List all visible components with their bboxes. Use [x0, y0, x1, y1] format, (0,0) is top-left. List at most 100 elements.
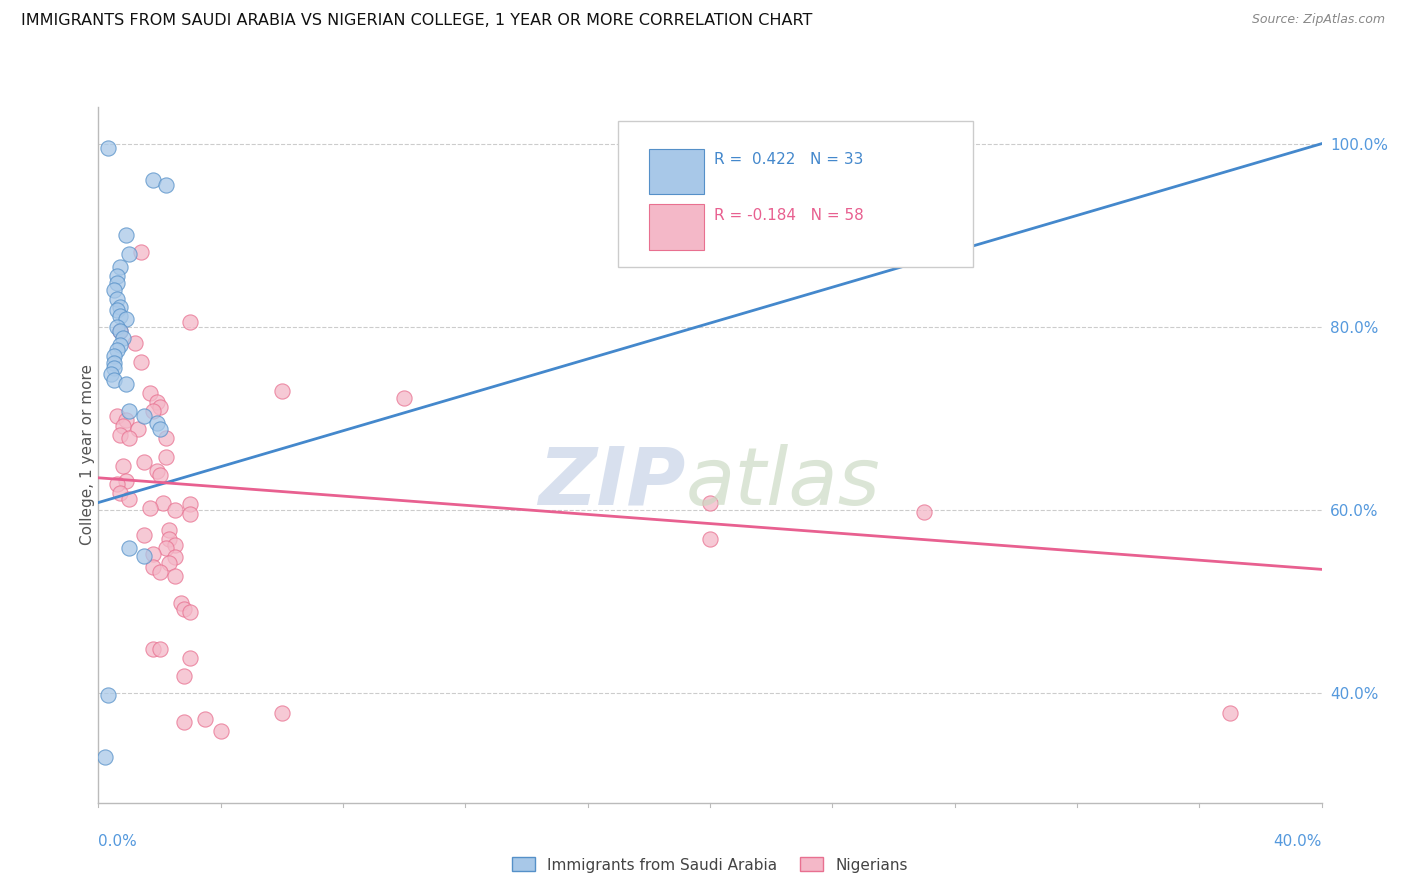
Point [105, 409, 128, 424]
Point [149, 565, 172, 579]
Point [392, 391, 416, 405]
Point [149, 401, 172, 415]
FancyBboxPatch shape [650, 204, 704, 250]
Point [115, 312, 138, 326]
Text: atlas: atlas [686, 443, 880, 522]
Point [173, 601, 195, 615]
Point [699, 532, 721, 546]
Point [111, 458, 134, 473]
Point [115, 228, 138, 243]
Point [142, 642, 165, 657]
Point [103, 356, 125, 370]
Point [134, 549, 156, 563]
Legend: Immigrants from Saudi Arabia, Nigerians: Immigrants from Saudi Arabia, Nigerians [506, 851, 914, 879]
Point [108, 486, 131, 500]
Point [115, 413, 138, 427]
Point [149, 642, 172, 657]
Point [170, 596, 193, 610]
Point [173, 715, 195, 730]
Point [118, 541, 141, 556]
FancyBboxPatch shape [619, 121, 973, 267]
Point [105, 319, 128, 334]
Point [157, 532, 180, 546]
Point [142, 173, 165, 187]
Point [270, 384, 292, 398]
Y-axis label: College, 1 year or more: College, 1 year or more [80, 365, 94, 545]
Text: IMMIGRANTS FROM SAUDI ARABIA VS NIGERIAN COLLEGE, 1 YEAR OR MORE CORRELATION CHA: IMMIGRANTS FROM SAUDI ARABIA VS NIGERIAN… [21, 13, 813, 29]
Point [105, 343, 128, 357]
Point [145, 464, 167, 478]
Point [139, 501, 162, 516]
Point [129, 244, 152, 259]
Point [155, 432, 177, 446]
Point [97, 688, 120, 702]
Point [142, 559, 165, 574]
Point [145, 416, 167, 430]
Point [155, 450, 177, 464]
Point [105, 293, 128, 307]
Point [134, 528, 156, 542]
Text: R = -0.184   N = 58: R = -0.184 N = 58 [714, 208, 863, 223]
Point [179, 508, 201, 522]
Point [134, 455, 156, 469]
Point [115, 474, 138, 488]
Point [97, 141, 120, 155]
Point [209, 724, 232, 739]
Point [118, 491, 141, 506]
Point [157, 523, 180, 537]
Point [103, 373, 125, 387]
Point [111, 331, 134, 345]
Point [108, 324, 131, 338]
Point [108, 427, 131, 442]
Point [270, 706, 292, 720]
Point [142, 404, 165, 418]
Point [149, 468, 172, 483]
Point [179, 315, 201, 329]
Point [134, 409, 156, 424]
Point [163, 550, 186, 565]
Point [93, 750, 115, 764]
Point [179, 497, 201, 511]
Point [100, 368, 122, 382]
FancyBboxPatch shape [650, 149, 704, 194]
Point [108, 338, 131, 352]
Text: Source: ZipAtlas.com: Source: ZipAtlas.com [1251, 13, 1385, 27]
Point [163, 503, 186, 517]
Point [173, 669, 195, 683]
Point [1219, 706, 1241, 720]
Point [108, 309, 131, 323]
Point [108, 300, 131, 314]
Point [115, 376, 138, 391]
Point [912, 505, 935, 519]
Point [105, 477, 128, 491]
Point [118, 404, 141, 418]
Text: R =  0.422   N = 33: R = 0.422 N = 33 [714, 153, 863, 168]
Point [179, 606, 201, 620]
Point [105, 276, 128, 290]
Point [129, 354, 152, 368]
Point [157, 556, 180, 570]
Point [103, 349, 125, 363]
Point [699, 495, 721, 509]
Point [179, 651, 201, 665]
Point [145, 394, 167, 409]
Text: ZIP: ZIP [538, 443, 686, 522]
Point [155, 541, 177, 556]
Text: 0.0%: 0.0% [98, 834, 138, 849]
Point [152, 495, 174, 509]
Point [105, 269, 128, 284]
Point [124, 336, 146, 351]
Point [105, 303, 128, 318]
Point [108, 260, 131, 275]
Point [127, 422, 149, 436]
Point [108, 324, 131, 338]
Point [155, 178, 177, 192]
Point [139, 385, 162, 400]
Point [163, 538, 186, 552]
Point [163, 568, 186, 582]
Point [194, 712, 217, 726]
Point [103, 283, 125, 297]
Point [103, 361, 125, 376]
Point [118, 246, 141, 260]
Point [142, 547, 165, 561]
